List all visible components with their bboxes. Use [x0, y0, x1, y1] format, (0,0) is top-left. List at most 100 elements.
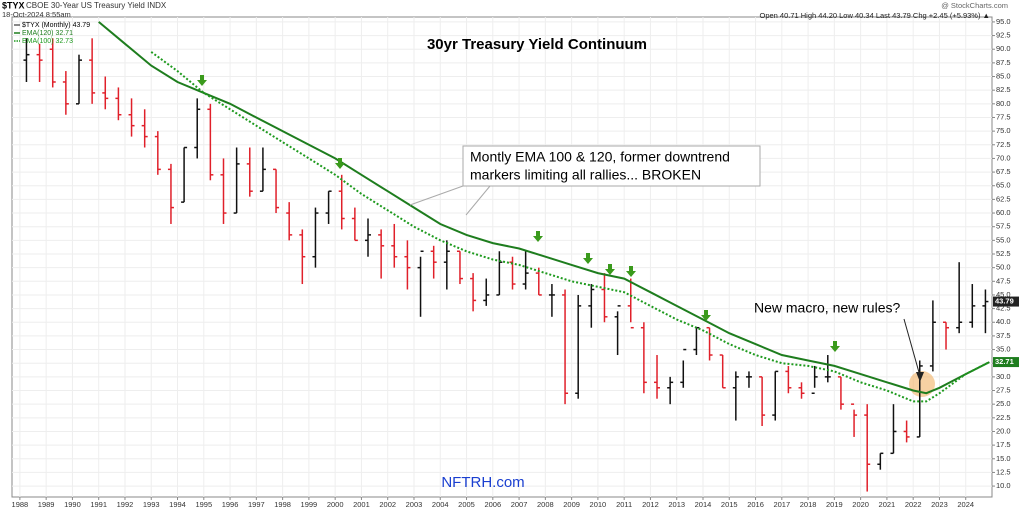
y-tick-label: 87.5 — [996, 58, 1011, 67]
credit: @ StockCharts.com — [941, 1, 1008, 10]
marker-arrow — [533, 231, 543, 242]
marker-arrow — [583, 253, 593, 264]
date: 18-Oct-2024 8:55am — [2, 10, 71, 19]
last-value-label: 32.71 — [995, 357, 1014, 366]
legend-entry: EMA(120) 32.71 — [22, 30, 73, 37]
x-tick-label: 2014 — [695, 500, 712, 509]
y-tick-label: 62.5 — [996, 194, 1011, 203]
chart-title: 30yr Treasury Yield Continuum — [427, 36, 647, 53]
annotation: Montly EMA 100 & 120, former downtrend — [470, 149, 730, 165]
ema-line — [98, 21, 990, 395]
y-tick-label: 75.0 — [996, 126, 1011, 135]
x-tick-label: 1993 — [143, 500, 160, 509]
x-tick-label: 1997 — [248, 500, 265, 509]
y-tick-label: 17.5 — [996, 440, 1011, 449]
y-tick-label: 42.5 — [996, 304, 1011, 313]
y-tick-label: 12.5 — [996, 467, 1011, 476]
x-tick-label: 2013 — [668, 500, 685, 509]
y-tick-label: 22.5 — [996, 413, 1011, 422]
callout-pointer — [409, 185, 464, 206]
y-tick-label: 77.5 — [996, 112, 1011, 121]
x-tick-label: 2012 — [642, 500, 659, 509]
x-tick-label: 1998 — [274, 500, 291, 509]
callout-pointer — [465, 185, 491, 216]
x-tick-label: 1996 — [222, 500, 239, 509]
x-tick-label: 2015 — [721, 500, 738, 509]
marker-arrow — [701, 310, 711, 321]
y-tick-label: 37.5 — [996, 331, 1011, 340]
x-tick-label: 2003 — [406, 500, 423, 509]
x-tick-label: 1988 — [12, 500, 29, 509]
x-tick-label: 2010 — [590, 500, 607, 509]
x-tick-label: 2023 — [931, 500, 948, 509]
x-tick-label: 1995 — [195, 500, 212, 509]
legend-entry: $TYX (Monthly) 43.79 — [22, 22, 90, 29]
annotation: markers limiting all rallies... BROKEN — [470, 167, 701, 183]
y-tick-label: 52.5 — [996, 249, 1011, 258]
y-tick-label: 82.5 — [996, 85, 1011, 94]
description: CBOE 30-Year US Treasury Yield INDX — [26, 1, 167, 10]
x-tick-label: 2005 — [458, 500, 475, 509]
x-tick-label: 2019 — [826, 500, 843, 509]
annotation-arrowhead — [916, 372, 924, 382]
y-tick-label: 90.0 — [996, 44, 1011, 53]
y-tick-label: 92.5 — [996, 31, 1011, 40]
last-value-box — [993, 296, 1019, 307]
y-tick-label: 27.5 — [996, 385, 1011, 394]
x-tick-label: 2021 — [879, 500, 896, 509]
y-tick-label: 72.5 — [996, 140, 1011, 149]
x-tick-label: 2001 — [353, 500, 370, 509]
x-tick-label: 1994 — [169, 500, 186, 509]
annotation-arrow — [903, 318, 921, 377]
x-tick-label: 2004 — [432, 500, 449, 509]
x-tick-label: 2022 — [905, 500, 922, 509]
x-tick-label: 2007 — [511, 500, 528, 509]
y-tick-label: 80.0 — [996, 99, 1011, 108]
annotation: New macro, new rules? — [754, 300, 900, 316]
y-tick-label: 85.0 — [996, 72, 1011, 81]
marker-arrow — [830, 341, 840, 352]
marker-arrow — [335, 158, 345, 169]
y-tick-label: 67.5 — [996, 167, 1011, 176]
y-tick-label: 10.0 — [996, 481, 1011, 490]
y-tick-label: 15.0 — [996, 454, 1011, 463]
x-tick-label: 2006 — [484, 500, 501, 509]
x-tick-label: 2016 — [747, 500, 764, 509]
y-tick-label: 50.0 — [996, 263, 1011, 272]
y-tick-label: 40.0 — [996, 317, 1011, 326]
y-tick-label: 55.0 — [996, 235, 1011, 244]
marker-arrow — [197, 75, 207, 86]
marker-arrow — [626, 266, 636, 277]
x-tick-label: 1991 — [90, 500, 107, 509]
x-tick-label: 2011 — [616, 500, 632, 509]
x-tick-label: 2020 — [852, 500, 869, 509]
x-tick-label: 2008 — [537, 500, 554, 509]
y-tick-label: 70.0 — [996, 153, 1011, 162]
y-tick-label: 25.0 — [996, 399, 1011, 408]
x-tick-label: 2024 — [957, 500, 974, 509]
x-tick-label: 1999 — [301, 500, 318, 509]
plot-frame — [11, 16, 993, 498]
x-tick-label: 2017 — [773, 500, 790, 509]
last-value-label: 43.79 — [995, 297, 1014, 306]
y-tick-label: 35.0 — [996, 345, 1011, 354]
marker-arrow — [605, 264, 615, 275]
watermark: NFTRH.com — [441, 474, 524, 491]
x-tick-label: 2018 — [800, 500, 817, 509]
x-tick-label: 1990 — [64, 500, 81, 509]
y-tick-label: 30.0 — [996, 372, 1011, 381]
marks — [23, 21, 990, 492]
y-tick-label: 57.5 — [996, 222, 1011, 231]
y-tick-label: 65.0 — [996, 181, 1011, 190]
callout: Montly EMA 100 & 120, former downtrend m… — [409, 145, 761, 216]
x-tick-label: 2000 — [327, 500, 344, 509]
quote: Open 40.71 High 44.20 Low 40.34 Last 43.… — [759, 11, 990, 20]
y-tick-label: 47.5 — [996, 276, 1011, 285]
callout-box — [462, 145, 761, 187]
arrows — [197, 75, 840, 352]
x-tick-label: 2009 — [563, 500, 580, 509]
y-tick-label: 45.0 — [996, 290, 1011, 299]
x-tick-label: 1989 — [38, 500, 55, 509]
